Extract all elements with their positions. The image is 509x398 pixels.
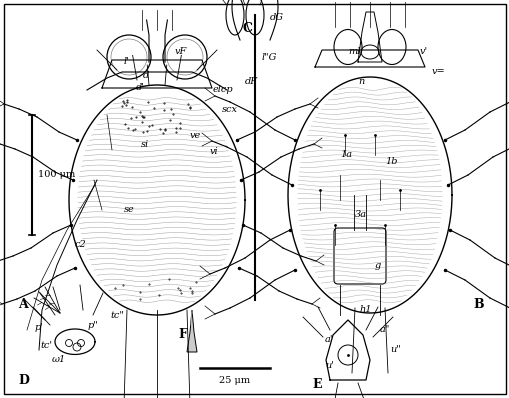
Text: h1: h1	[359, 306, 372, 314]
Text: F: F	[178, 328, 186, 341]
Text: se: se	[124, 205, 134, 215]
Text: dF: dF	[244, 78, 258, 86]
Text: B: B	[472, 298, 483, 312]
Polygon shape	[187, 310, 196, 352]
Text: 100 μm: 100 μm	[38, 170, 75, 179]
Text: A: A	[18, 298, 27, 312]
Text: ve: ve	[190, 131, 201, 140]
Text: v': v'	[419, 47, 427, 57]
Text: vF: vF	[175, 47, 187, 57]
Text: D: D	[18, 373, 29, 386]
Text: 25 μm: 25 μm	[219, 376, 250, 385]
Text: u': u'	[324, 361, 333, 369]
Text: E: E	[312, 378, 321, 392]
Text: tc': tc'	[40, 341, 52, 349]
Text: vi: vi	[210, 148, 218, 156]
Text: u": u"	[389, 345, 400, 355]
Text: p": p"	[88, 320, 99, 330]
Text: l"G: l"G	[262, 53, 277, 62]
Text: a": a"	[379, 326, 389, 334]
Text: n: n	[357, 78, 363, 86]
Text: p': p'	[35, 324, 44, 332]
Text: C: C	[242, 21, 252, 35]
Text: 3a: 3a	[354, 211, 366, 220]
Text: scx: scx	[221, 105, 238, 115]
Text: g: g	[374, 261, 381, 269]
Text: a': a'	[324, 336, 333, 345]
Text: d': d'	[136, 84, 145, 92]
Text: dG: dG	[269, 14, 284, 23]
Text: v=: v=	[431, 68, 445, 76]
Text: si: si	[140, 140, 149, 150]
Text: c2: c2	[75, 240, 87, 250]
Text: d: d	[143, 70, 149, 80]
Text: l': l'	[124, 57, 129, 66]
Text: 1b: 1b	[384, 158, 397, 166]
Text: 1a: 1a	[340, 150, 351, 160]
Text: tc": tc"	[110, 310, 124, 320]
Text: ml: ml	[347, 47, 360, 57]
Text: ω1: ω1	[52, 355, 66, 365]
Text: elcp: elcp	[213, 86, 233, 94]
